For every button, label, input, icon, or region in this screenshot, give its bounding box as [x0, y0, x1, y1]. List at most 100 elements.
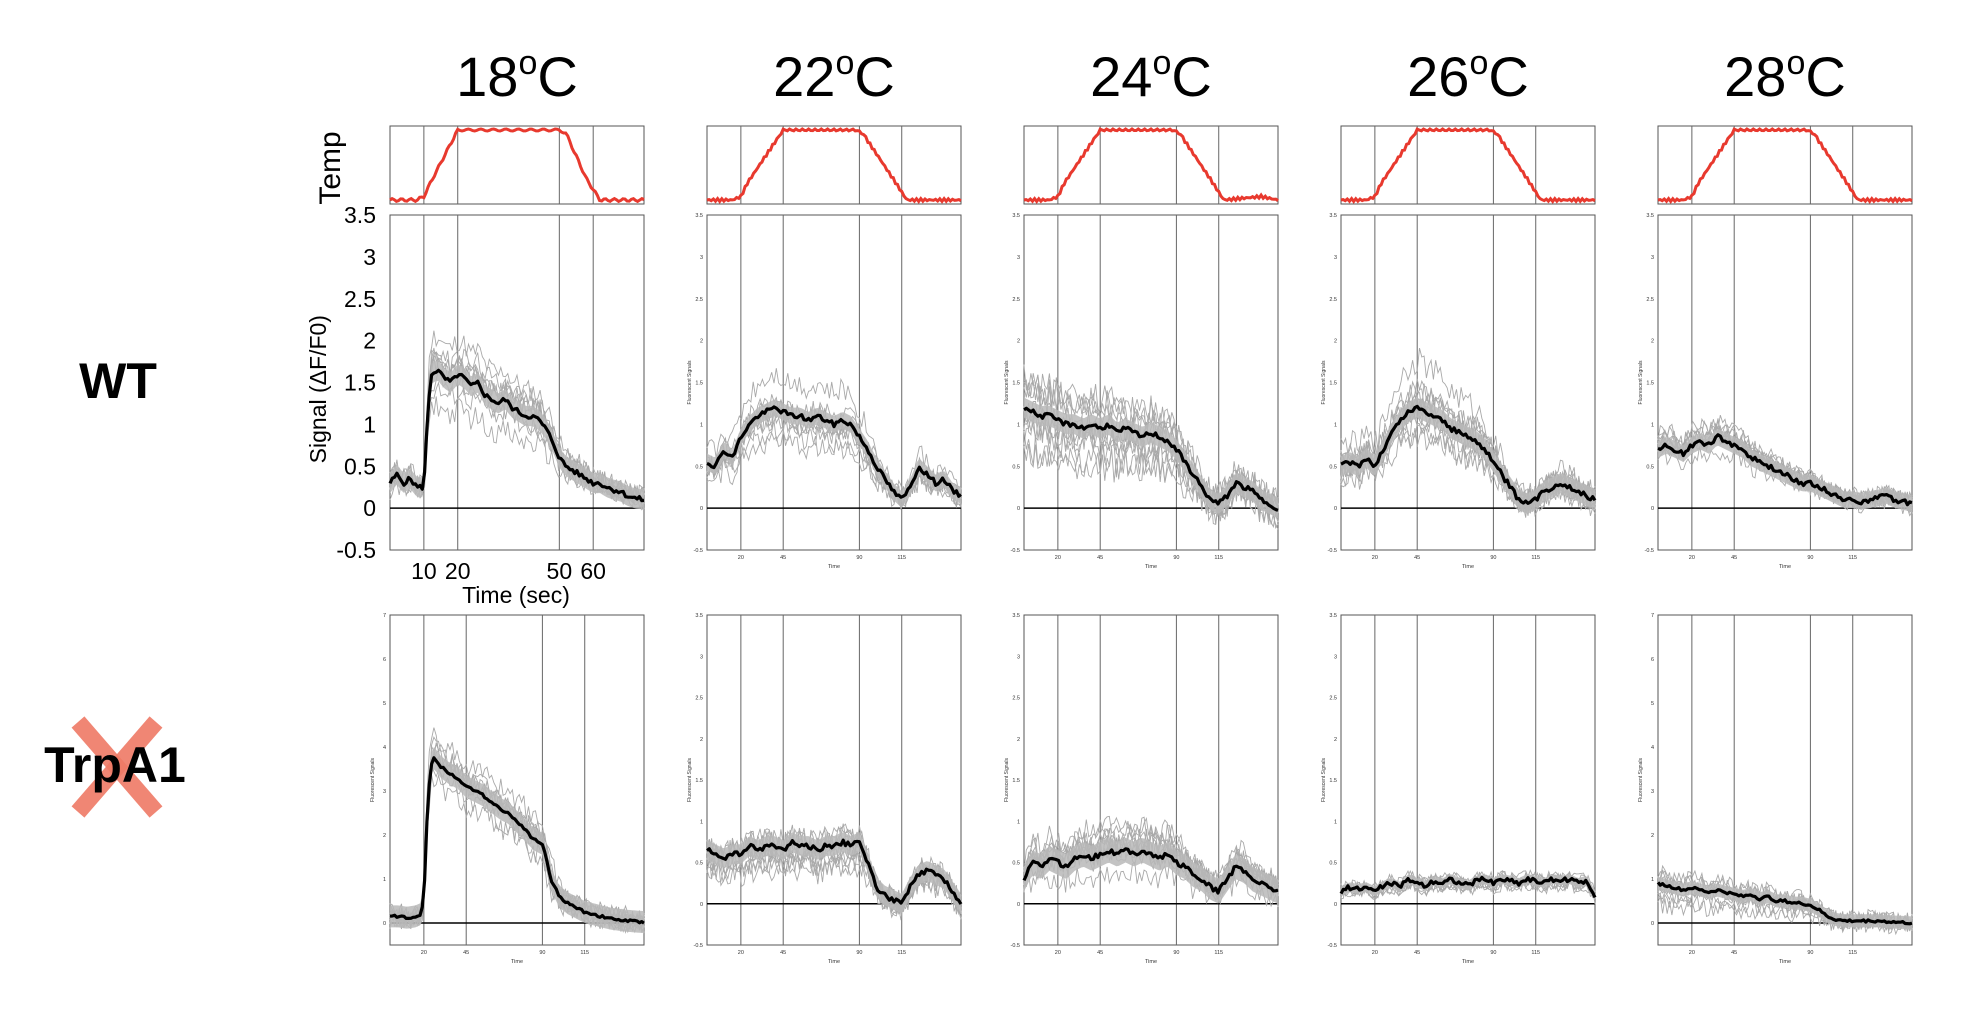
x-tick-label: 45 — [780, 555, 786, 561]
x-tick-labels: 20 45 90 115 — [1372, 950, 1540, 956]
mean-trace — [1340, 404, 1597, 505]
x-tick-label: 90 — [856, 950, 862, 956]
small-x-axis-label: Time — [1779, 959, 1791, 965]
y-tick-label: 4 — [1651, 745, 1654, 751]
temp-panel — [1657, 125, 1913, 205]
x-tick-label: 20 — [445, 558, 471, 584]
column-headers: 18oC 22oC 24oC 26oC 28oC — [456, 44, 1846, 108]
y-tick-label: 0 — [700, 506, 703, 512]
x-tick-labels: 20 45 90 115 — [1372, 555, 1540, 561]
signal-axis-label: Signal (ΔF/F0) — [305, 315, 331, 463]
y-tick-label: 1 — [1334, 422, 1337, 428]
x-tick-label: 115 — [580, 950, 589, 956]
individual-trace — [1023, 825, 1279, 894]
x-tick-label: 90 — [1173, 555, 1179, 561]
temp-panel — [1023, 125, 1279, 205]
x-tick-label: 90 — [1490, 555, 1496, 561]
plot-frame — [1340, 614, 1596, 946]
y-tick-label: 2.5 — [344, 286, 376, 312]
panel-WT-28oC: 3.5 3 2.5 2 1.5 1 0.5 0 -0.5 20 45 90 115 Fluorescent… — [1638, 125, 1913, 570]
column-header-unit: C — [537, 45, 577, 108]
y-tick-label: 3 — [1651, 789, 1654, 795]
y-tick-label: 2.5 — [1329, 297, 1337, 303]
small-y-axis-label: Fluorescent Signals — [1004, 758, 1010, 802]
individual-trace — [1023, 861, 1279, 908]
y-tick-label: 1.5 — [344, 370, 376, 396]
column-header-degree: o — [835, 44, 854, 82]
small-x-axis-label: Time — [1145, 959, 1157, 965]
temp-frame — [1340, 125, 1596, 205]
temp-panel — [706, 125, 962, 205]
cross-stroke-2 — [71, 716, 163, 818]
y-tick-label: 1 — [1651, 877, 1654, 883]
y-tick-label: 2 — [363, 328, 376, 354]
panel-WT-26oC: 3.5 3 2.5 2 1.5 1 0.5 0 -0.5 20 45 90 115 Fluorescent… — [1321, 125, 1597, 570]
y-tick-label: 6 — [383, 657, 386, 663]
y-tick-label: 0.5 — [344, 453, 376, 479]
y-tick-label: 0.5 — [1329, 861, 1337, 867]
small-y-axis-label: Fluorescent Signals — [687, 360, 693, 404]
y-tick-labels: 3.5 3 2.5 2 1.5 1 0.5 0 -0.5 — [1011, 213, 1020, 554]
y-tick-label: 1.5 — [695, 778, 703, 784]
plot-frame — [706, 214, 962, 551]
y-tick-label: -0.5 — [1328, 548, 1337, 554]
y-tick-label: 3.5 — [1329, 613, 1337, 619]
x-tick-labels: 20 45 90 115 — [1689, 950, 1857, 956]
y-tick-label: -0.5 — [1011, 548, 1020, 554]
column-header-degree: o — [1786, 44, 1805, 82]
mean-trace — [706, 405, 962, 499]
y-tick-label: 3 — [1334, 654, 1337, 660]
x-tick-label: 115 — [1848, 555, 1857, 561]
x-tick-labels: 20 45 90 115 — [1055, 950, 1223, 956]
y-tick-label: 1.5 — [1329, 778, 1337, 784]
mean-trace — [388, 368, 645, 503]
small-x-axis-label: Time — [511, 959, 523, 965]
small-y-axis-label: Fluorescent Signals — [370, 758, 376, 802]
y-tick-label: 1 — [383, 877, 386, 883]
x-tick-labels: 20 45 90 115 — [1689, 555, 1857, 561]
mean-trace — [1656, 881, 1913, 926]
y-tick-label: 2 — [1334, 339, 1337, 345]
individual-trace — [1023, 816, 1279, 894]
column-header-unit: C — [854, 45, 894, 108]
x-tick-label: 20 — [1372, 950, 1378, 956]
y-tick-label: 2 — [383, 833, 386, 839]
x-tick-label: 115 — [1531, 555, 1540, 561]
x-tick-label: 45 — [1731, 555, 1737, 561]
x-tick-label: 90 — [1173, 950, 1179, 956]
y-tick-label: 3.5 — [1329, 213, 1337, 219]
column-header-number: 22 — [773, 45, 835, 108]
small-y-axis-label: Fluorescent Signals — [1321, 758, 1327, 802]
y-tick-label: 3 — [363, 244, 376, 270]
x-tick-labels: 20 45 90 115 — [1055, 555, 1223, 561]
panel-TrpA1-26oC: 3.5 3 2.5 2 1.5 1 0.5 0 -0.5 20 45 90 115 Fluorescent… — [1321, 613, 1597, 965]
sem-band — [1658, 428, 1912, 513]
row-label-wt: WT — [79, 353, 157, 409]
plot-frame — [389, 614, 645, 946]
y-tick-label: -0.5 — [1011, 943, 1020, 949]
individual-trace — [706, 368, 962, 499]
small-x-axis-label: Time — [828, 564, 840, 570]
y-tick-label: 0 — [1334, 902, 1337, 908]
y-tick-labels: 7 6 5 4 3 2 1 0 — [383, 613, 386, 927]
y-tick-label: 3 — [1334, 255, 1337, 261]
column-header-unit: C — [1171, 45, 1211, 108]
temperature-trace — [1657, 127, 1913, 204]
y-tick-label: 1 — [363, 411, 376, 437]
y-tick-labels: 3.5 3 2.5 2 1.5 1 0.5 0 -0.5 — [1645, 213, 1654, 554]
y-tick-label: 0.5 — [1012, 861, 1020, 867]
individual-trace — [1023, 364, 1279, 512]
small-y-axis-label: Fluorescent Signals — [1638, 758, 1644, 802]
x-tick-labels: 20 45 90 115 — [738, 555, 906, 561]
column-header-26C: 26oC — [1407, 44, 1529, 108]
x-tick-label: 45 — [1414, 555, 1420, 561]
temp-frame — [1023, 125, 1279, 205]
y-tick-label: 2 — [1017, 737, 1020, 743]
temperature-trace — [1340, 127, 1596, 204]
x-tick-label: 20 — [1372, 555, 1378, 561]
small-x-axis-label: Time — [1145, 564, 1157, 570]
y-tick-label: 0 — [1651, 921, 1654, 927]
mean-trace — [1657, 433, 1913, 507]
y-tick-label: 5 — [383, 701, 386, 707]
